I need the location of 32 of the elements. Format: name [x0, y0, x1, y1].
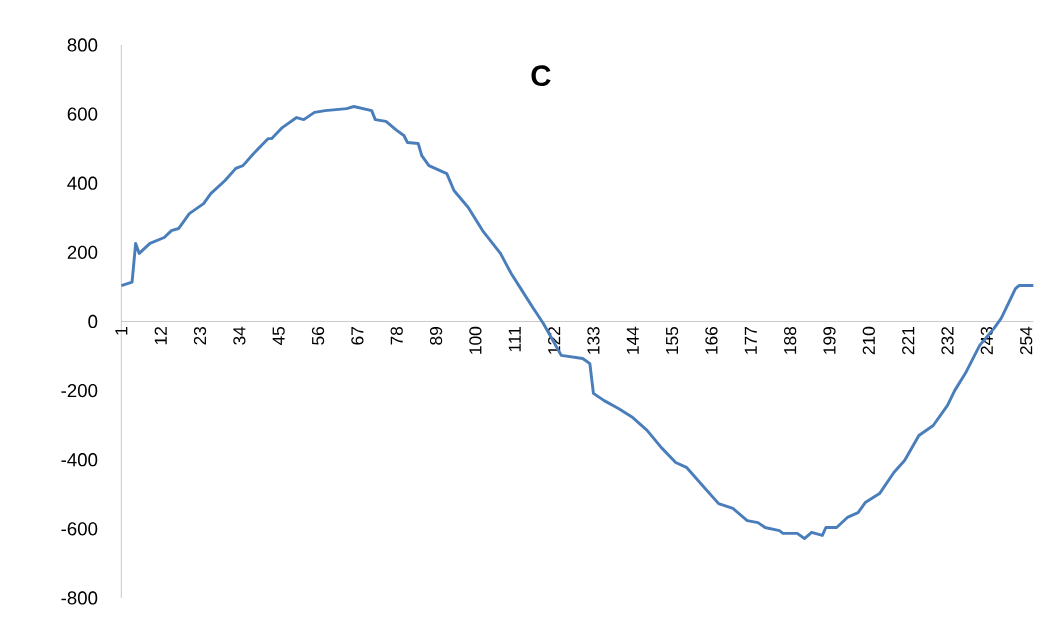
y-tick-label: 200	[67, 245, 98, 259]
x-tick-label: 210	[862, 326, 875, 355]
y-tick-label: -400	[61, 453, 98, 467]
x-tick-label: 144	[626, 326, 639, 354]
x-tick-label: 34	[233, 326, 246, 345]
x-tick-label: 100	[469, 326, 482, 354]
x-tick-label: 12	[154, 327, 167, 345]
x-tick-label: 133	[587, 326, 600, 354]
x-tick-label: 111	[508, 327, 521, 352]
y-tick-label: -200	[61, 383, 98, 398]
x-tick-label: 199	[823, 327, 836, 354]
x-tick-label: 89	[429, 327, 443, 345]
text: C	[531, 65, 551, 87]
y-tick-label: 400	[67, 176, 98, 190]
x-tick-label: 56	[311, 326, 325, 345]
x-tick-label: 232	[941, 327, 954, 355]
x-tick-label: 1	[115, 327, 128, 335]
y-tick-label: -600	[61, 522, 98, 536]
x-tick-label: 155	[666, 326, 679, 354]
x-tick-label: 78	[390, 326, 403, 345]
x-tick-label: 254	[1020, 326, 1033, 355]
x-tick-label: 23	[193, 326, 207, 345]
x-tick-label: 177	[744, 327, 757, 354]
x-tick-label: 166	[705, 326, 718, 354]
y-tick-label: 600	[67, 107, 98, 121]
y-tick-label: -800	[61, 591, 98, 605]
x-tick-label: 45	[272, 326, 285, 346]
x-tick-label: 188	[784, 326, 797, 354]
x-tick-label: 67	[351, 327, 364, 345]
y-tick-label: 800	[67, 38, 98, 52]
y-tick-label: 0	[88, 314, 98, 329]
x-tick-label: 221	[902, 327, 915, 355]
